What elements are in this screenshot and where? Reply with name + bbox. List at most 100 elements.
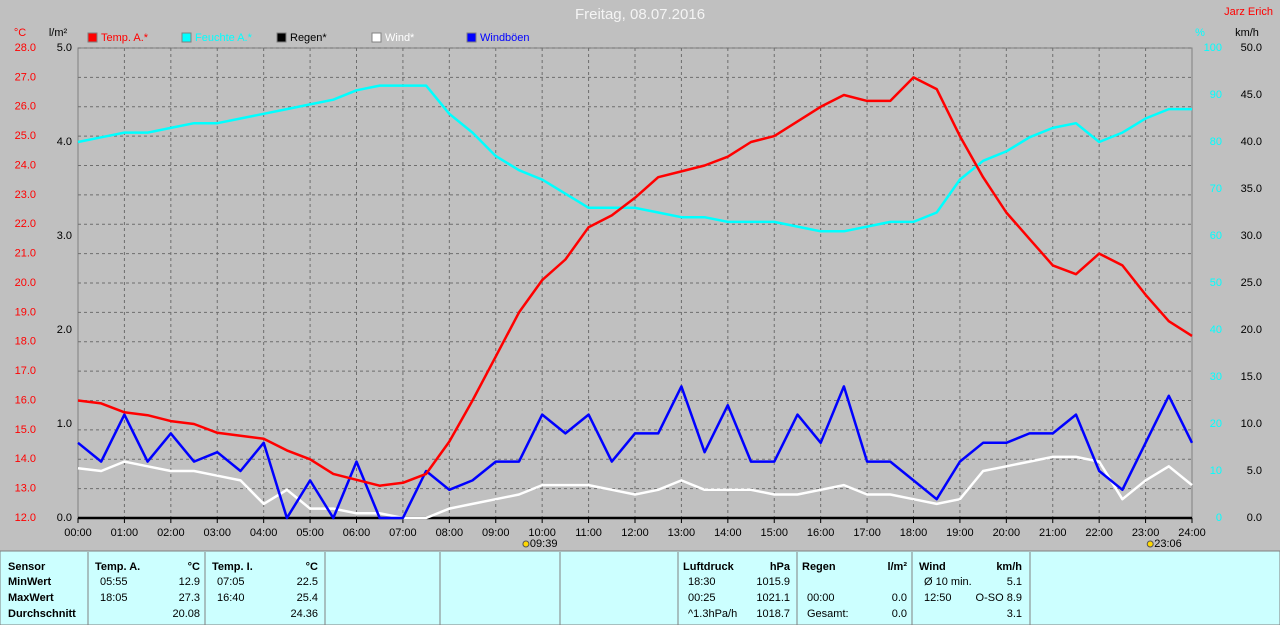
stats-cell: 18:05 [100,592,128,604]
y-tick-label: 18.0 [15,336,36,348]
x-tick-label: 16:00 [807,527,835,539]
stats-cell: 20.08 [172,608,200,620]
y4-tick-label: 15.0 [1241,371,1262,383]
x-tick-label: 20:00 [993,527,1021,539]
y-tick-label: 27.0 [15,71,36,83]
legend-swatch [371,32,382,43]
y-tick-label: 25.0 [15,130,36,142]
legend-label: Windböen [480,32,530,44]
stats-unit: km/h [996,561,1022,573]
stats-cell: 22.5 [297,576,318,588]
y-tick-label: 14.0 [15,453,36,465]
x-tick-label: 22:00 [1085,527,1113,539]
y-tick-label: 23.0 [15,189,36,201]
y2-tick-label: 80 [1210,136,1222,148]
y4-unit: km/h [1235,27,1259,39]
stats-cell: O-SO 8.9 [976,592,1022,604]
y-tick-label: 19.0 [15,306,36,318]
legend-swatch [87,32,98,43]
stats-header: Regen [802,561,836,573]
x-tick-label: 00:00 [64,527,92,539]
y-tick-label: 16.0 [15,394,36,406]
stats-cell: 1015.9 [756,576,790,588]
y2-tick-label: 40 [1210,324,1222,336]
y-tick-label: 15.0 [15,424,36,436]
stats-cell: 5.1 [1007,576,1022,588]
x-tick-label: 17:00 [853,527,881,539]
stats-row-label: MinWert [8,576,52,588]
y2-tick-label: 0 [1216,512,1222,524]
legend-label: Regen* [290,32,327,44]
stats-cell: 12.9 [179,576,200,588]
y2-tick-label: 20 [1210,418,1222,430]
y2-tick-label: 30 [1210,371,1222,383]
series-line [77,455,1193,520]
y4-tick-label: 0.0 [1247,512,1262,524]
y3-tick-label: 2.0 [57,324,72,336]
x-tick-label: 01:00 [111,527,139,539]
y2-tick-label: 60 [1210,230,1222,242]
stats-unit: °C [188,561,200,573]
y4-tick-label: 30.0 [1241,230,1262,242]
stats-cell: 0.0 [892,608,907,620]
y4-tick-label: 25.0 [1241,277,1262,289]
y4-tick-label: 45.0 [1241,89,1262,101]
stats-cell: 00:00 [807,592,835,604]
stats-cell: 12:50 [924,592,952,604]
legend-swatch [181,32,192,43]
y-tick-label: 24.0 [15,159,36,171]
stats-unit: l/m² [887,561,907,573]
x-tick-label: 11:00 [575,527,602,539]
y4-tick-label: 35.0 [1241,183,1262,195]
stats-cell: 18:30 [688,576,716,588]
y3-tick-label: 0.0 [57,512,72,524]
y4-tick-label: 5.0 [1247,465,1262,477]
y4-tick-label: 50.0 [1241,42,1262,54]
stats-unit: hPa [770,561,791,573]
y-tick-label: 28.0 [15,42,36,54]
legend-swatch [276,32,287,43]
y3-unit: l/m² [49,27,68,39]
x-tick-label: 23:00 [1132,527,1160,539]
stats-cell: 00:25 [688,592,716,604]
y2-tick-label: 100 [1204,42,1222,54]
series-line [77,385,1194,520]
y3-tick-label: 5.0 [57,42,72,54]
stats-row-label: Durchschnitt [8,608,76,620]
y-tick-label: 17.0 [15,365,36,377]
sun-marker [1146,540,1154,548]
stats-cell: Ø 10 min. [924,576,972,588]
y4-tick-label: 40.0 [1241,136,1262,148]
author: Jarz Erich [1224,6,1273,18]
x-tick-label: 09:00 [482,527,510,539]
x-tick-label: 21:00 [1039,527,1067,539]
stats-unit: °C [306,561,318,573]
x-tick-label: 02:00 [157,527,185,539]
y4-tick-label: 20.0 [1241,324,1262,336]
stats-header: Temp. A. [95,561,140,573]
annotation: 09:39 [530,538,558,550]
stats-cell: 24.36 [290,608,318,620]
series-line [77,76,1193,487]
x-tick-label: 04:00 [250,527,278,539]
stats-cell: 05:55 [100,576,128,588]
y-tick-label: 21.0 [15,248,36,260]
legend-label: Temp. A.* [101,32,149,44]
stats-cell: ^1.3hPa/h [688,608,737,620]
y-unit: °C [14,27,26,39]
x-tick-label: 10:00 [528,527,556,539]
stats-cell: 25.4 [297,592,318,604]
y3-tick-label: 4.0 [57,136,72,148]
stats-cell: 0.0 [892,592,907,604]
y-tick-label: 12.0 [15,512,36,524]
x-tick-label: 07:00 [389,527,417,539]
stats-cell: 1018.7 [756,608,790,620]
x-tick-label: 05:00 [296,527,324,539]
sun-marker [522,540,530,548]
stats-cell: 27.3 [179,592,200,604]
stats-cell: 1021.1 [756,592,790,604]
x-tick-label: 03:00 [203,527,231,539]
stats-header: Luftdruck [683,561,735,573]
y-tick-label: 22.0 [15,218,36,230]
